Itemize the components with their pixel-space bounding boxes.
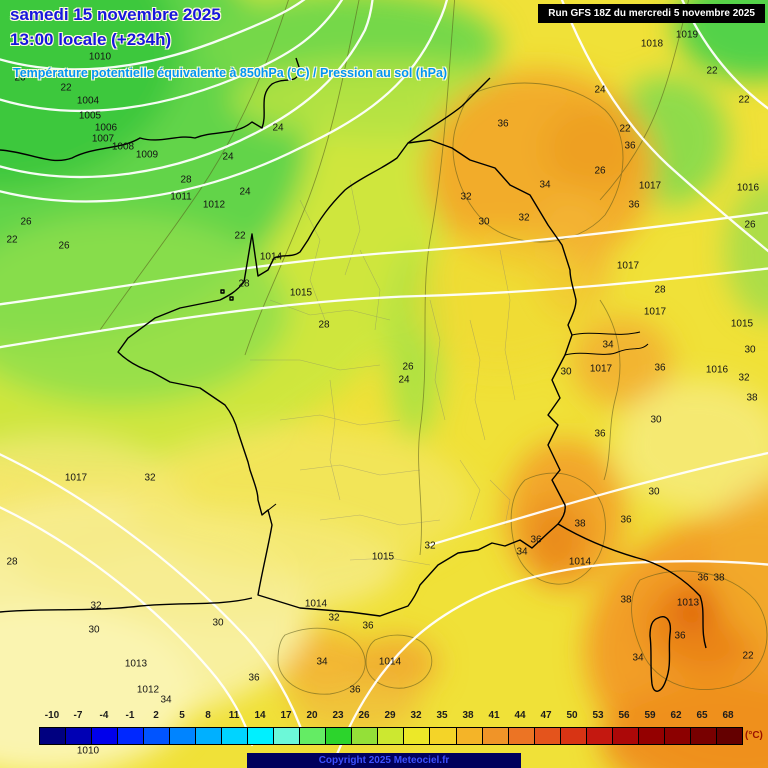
color-scale-bar xyxy=(39,727,743,745)
color-scale-cell xyxy=(586,728,613,744)
color-scale-cell xyxy=(716,728,742,744)
color-scale-tick: 41 xyxy=(488,710,500,721)
color-scale-tick: 23 xyxy=(332,710,344,721)
color-scale-tick: -10 xyxy=(44,710,60,721)
color-scale-cell xyxy=(638,728,665,744)
color-scale-cell xyxy=(222,728,249,744)
color-scale-cell xyxy=(378,728,405,744)
color-scale-tick: 29 xyxy=(384,710,396,721)
color-scale-cell xyxy=(612,728,639,744)
validity-time-label: 13:00 locale (+234h) xyxy=(10,30,172,49)
color-scale-cell xyxy=(300,728,327,744)
color-scale-tick: 38 xyxy=(462,710,474,721)
color-scale-cell xyxy=(274,728,301,744)
color-scale-tick: -7 xyxy=(73,710,83,721)
color-scale-tick: 8 xyxy=(205,710,211,721)
color-scale-tick: 26 xyxy=(358,710,370,721)
color-scale-cell xyxy=(508,728,535,744)
color-scale-tick: -1 xyxy=(125,710,135,721)
color-scale-tick: 65 xyxy=(696,710,708,721)
coastlines xyxy=(0,57,707,692)
color-scale-cell xyxy=(66,728,93,744)
color-scale-cell xyxy=(118,728,145,744)
color-scale-cell xyxy=(690,728,717,744)
color-scale-cell xyxy=(404,728,431,744)
color-scale-unit: (°C) xyxy=(745,730,763,741)
copyright-banner: Copyright 2025 Meteociel.fr xyxy=(247,753,521,768)
color-scale-tick: 56 xyxy=(618,710,630,721)
color-scale-tick: 11 xyxy=(228,710,240,721)
color-scale-tick: 44 xyxy=(514,710,526,721)
color-scale-tick: 32 xyxy=(410,710,422,721)
color-scale-tick: 2 xyxy=(153,710,159,721)
run-info-badge: Run GFS 18Z du mercredi 5 novembre 2025 xyxy=(538,4,765,23)
color-scale-cell xyxy=(664,728,691,744)
color-scale-tick: 20 xyxy=(306,710,318,721)
color-scale-tick: 35 xyxy=(436,710,448,721)
color-scale-cell xyxy=(534,728,561,744)
parameter-title: Température potentielle équivalente à 85… xyxy=(13,66,448,80)
color-scale-tick: 47 xyxy=(540,710,552,721)
color-scale-tick: 53 xyxy=(592,710,604,721)
color-scale-tick: -4 xyxy=(99,710,109,721)
date-label: samedi 15 novembre 2025 xyxy=(10,5,221,24)
color-scale-tick: 50 xyxy=(566,710,578,721)
color-scale-tick: 17 xyxy=(280,710,292,721)
color-scale-cell xyxy=(170,728,197,744)
color-scale-cell xyxy=(352,728,379,744)
color-scale-tick: 5 xyxy=(179,710,185,721)
color-scale-tick: 59 xyxy=(644,710,656,721)
color-scale-tick: 68 xyxy=(722,710,734,721)
color-scale-cell xyxy=(248,728,275,744)
color-scale-cell xyxy=(430,728,457,744)
color-scale-cell xyxy=(40,728,67,744)
color-scale-cell xyxy=(560,728,587,744)
color-scale-cell xyxy=(456,728,483,744)
color-scale-tick: 14 xyxy=(254,710,266,721)
color-scale-legend: -10 -7 -4 -1 2 5 8 11 14 17 20 23 26 29 32 35 38 41 44 47 50… xyxy=(0,710,768,754)
color-scale-tick: 62 xyxy=(670,710,682,721)
color-scale-cell xyxy=(144,728,171,744)
color-scale-cell xyxy=(326,728,353,744)
color-scale-cell xyxy=(482,728,509,744)
color-scale-cell xyxy=(92,728,119,744)
color-scale-ticks: -10 -7 -4 -1 2 5 8 11 14 17 20 23 26 29 32 35 38 41 44 47 50… xyxy=(39,710,741,724)
color-scale-cell xyxy=(196,728,223,744)
